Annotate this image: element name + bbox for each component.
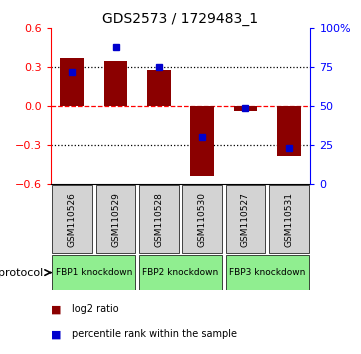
Text: FBP1 knockdown: FBP1 knockdown bbox=[56, 268, 132, 277]
Bar bbox=[190, 106, 214, 176]
FancyBboxPatch shape bbox=[182, 185, 222, 253]
Bar bbox=[277, 106, 301, 155]
Text: GSM110528: GSM110528 bbox=[155, 192, 163, 247]
Text: GSM110527: GSM110527 bbox=[241, 192, 250, 247]
Text: FBP2 knockdown: FBP2 knockdown bbox=[142, 268, 219, 277]
FancyBboxPatch shape bbox=[226, 255, 309, 290]
FancyBboxPatch shape bbox=[96, 185, 135, 253]
Text: percentile rank within the sample: percentile rank within the sample bbox=[72, 329, 237, 339]
FancyBboxPatch shape bbox=[139, 255, 222, 290]
Text: ■: ■ bbox=[51, 329, 61, 339]
FancyBboxPatch shape bbox=[139, 185, 179, 253]
Text: log2 ratio: log2 ratio bbox=[72, 304, 119, 314]
FancyBboxPatch shape bbox=[52, 185, 92, 253]
Bar bbox=[104, 61, 127, 106]
Text: GSM110526: GSM110526 bbox=[68, 192, 77, 247]
Bar bbox=[234, 106, 257, 112]
Text: protocol: protocol bbox=[0, 268, 43, 278]
FancyBboxPatch shape bbox=[52, 255, 135, 290]
Bar bbox=[60, 58, 84, 106]
Bar bbox=[147, 70, 171, 106]
Text: GSM110529: GSM110529 bbox=[111, 192, 120, 247]
FancyBboxPatch shape bbox=[269, 185, 309, 253]
Text: FBP3 knockdown: FBP3 knockdown bbox=[229, 268, 305, 277]
Text: GSM110531: GSM110531 bbox=[284, 192, 293, 247]
Text: ■: ■ bbox=[51, 304, 61, 314]
Text: GSM110530: GSM110530 bbox=[198, 192, 206, 247]
FancyBboxPatch shape bbox=[226, 185, 265, 253]
Title: GDS2573 / 1729483_1: GDS2573 / 1729483_1 bbox=[103, 12, 258, 26]
